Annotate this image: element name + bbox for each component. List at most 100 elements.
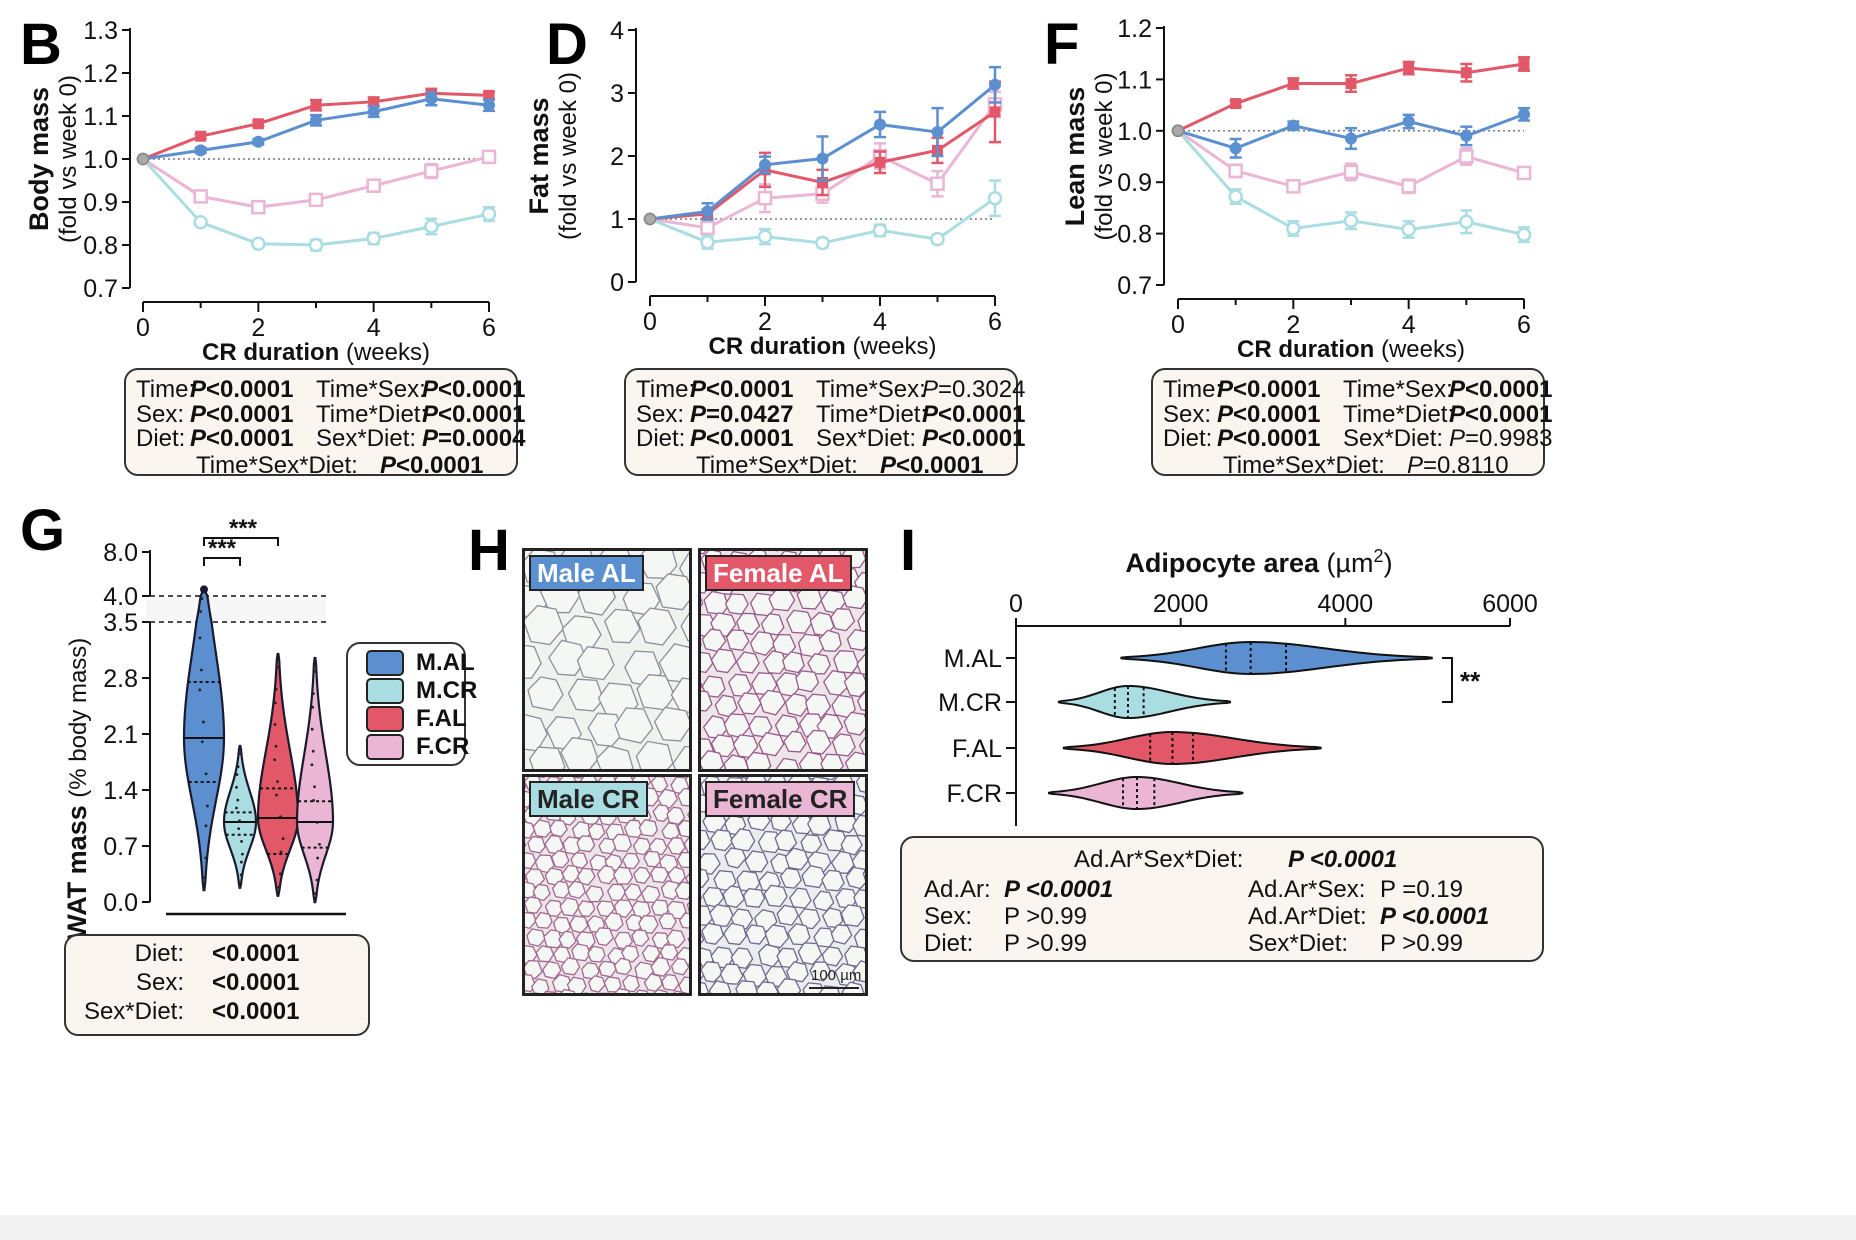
d-y-tick-label: 1 <box>610 206 624 234</box>
b-x-axis-label: CR duration (weeks) <box>202 339 430 366</box>
g-data-dot-f-cr <box>310 763 314 767</box>
f-y-tick-label: 1.0 <box>1117 118 1152 146</box>
d-point-f-al <box>817 176 828 188</box>
f-stat-p-symbol: P <box>1217 425 1234 452</box>
gwat-stats-box: Diet: <0.0001 Sex: <0.0001 Sex*Diet: <0.… <box>64 934 370 1036</box>
f-stat-p-symbol: P <box>1449 425 1466 452</box>
adipocyte-cell <box>641 944 661 963</box>
b-y-tick-label: 1.0 <box>83 146 118 174</box>
g-violin-m-cr <box>222 744 258 889</box>
f-x-tick-label: 2 <box>1286 311 1300 339</box>
g-data-dot-f-al <box>277 885 281 889</box>
b-y-axis-label-unit: (fold vs week 0) <box>55 75 82 243</box>
adipocyte-cell <box>868 552 869 575</box>
adipocyte-cell <box>786 609 813 634</box>
adipocyte-cell <box>855 777 865 793</box>
g-data-dot-f-al <box>275 793 278 797</box>
g-data-dot-m-cr <box>235 806 238 810</box>
adipocyte-cell <box>758 731 785 757</box>
g-data-dot-m-cr <box>238 819 241 823</box>
g-data-dot-f-al <box>276 780 279 783</box>
adipocyte-cell <box>801 864 827 889</box>
d-stat-p-symbol: P <box>922 425 939 452</box>
f-point-m-cr <box>1343 213 1359 228</box>
adipocyte-cell <box>866 909 868 930</box>
adipocyte-cell <box>843 671 865 698</box>
adipocyte-cell <box>820 753 845 769</box>
adipocyte-cell <box>621 974 640 993</box>
d-stat-three-way-number: <0.0001 <box>896 452 984 479</box>
adipocyte-cell <box>864 952 865 953</box>
d-y-tick-label: 2 <box>610 143 624 171</box>
adipocyte-cell <box>525 959 543 980</box>
adipocyte-cell <box>701 596 704 607</box>
b-point-f-al <box>195 130 207 142</box>
g-data-dot-f-al <box>279 850 283 854</box>
adipocyte-cell <box>653 988 668 993</box>
histology-female-al: Female AL <box>698 548 868 772</box>
i-group-label-f-al: F.AL <box>952 735 1002 763</box>
bottom-edge-shade <box>0 1215 1856 1240</box>
legend-item-f-cr: F.CR <box>366 732 469 762</box>
adipocyte-cell <box>650 866 669 884</box>
adipocyte-cell <box>821 869 845 892</box>
i-x-tick-label: 4000 <box>1318 590 1374 618</box>
b-x-axis-label-main: CR duration <box>202 339 346 366</box>
g-y-axis-label-unit: (% body mass) <box>65 638 92 798</box>
b-point-f-al <box>368 96 380 108</box>
adipocyte-cell <box>603 911 624 932</box>
histology-male-cr: Male CR <box>522 774 692 996</box>
d-point-m-cr <box>987 190 1003 206</box>
g-data-dot-f-cr <box>315 878 319 882</box>
d-stat-p-value: =0.3024 <box>938 376 1026 403</box>
group-legend: M.AL M.CR F.AL F.CR <box>346 642 477 766</box>
b-stat-p-symbol: P <box>422 425 439 452</box>
adipocyte-cell <box>786 961 809 983</box>
b-stat-three-way-label: Time*Sex*Diet: <box>196 452 358 479</box>
f-x-tick-label: 4 <box>1402 311 1416 339</box>
adipocyte-cell <box>763 884 788 908</box>
f-stat-label-b: Sex*Diet: <box>1343 425 1444 452</box>
adipocyte-cell <box>567 880 586 899</box>
adipocyte-cell <box>764 924 790 949</box>
adipocyte-cell <box>571 943 591 962</box>
b-baseline-point <box>136 152 150 166</box>
f-point-f-al <box>1518 58 1530 70</box>
adipo-stat-value-adar-text: P <0.0001 <box>1004 876 1114 903</box>
adipocyte-cell <box>613 899 634 919</box>
adipocyte-cell <box>844 751 865 769</box>
i-group-label-m-al: M.AL <box>944 645 1002 673</box>
adipocyte-cell <box>666 806 686 826</box>
adipocyte-cell <box>665 929 686 949</box>
g-data-dot-m-al <box>198 636 202 640</box>
adipocyte-cell <box>525 911 537 930</box>
b-y-tick-label: 1.1 <box>83 103 118 131</box>
adipocyte-cell <box>779 867 802 889</box>
adipocyte-cell <box>701 853 721 876</box>
histology-label-female-al: Female AL <box>705 555 852 591</box>
d-stat-p-value: =0.0427 <box>706 401 794 428</box>
adipocyte-cell <box>809 961 832 982</box>
adipocyte-cell <box>724 847 747 869</box>
g-data-dot-m-al <box>204 824 208 828</box>
g-data-dot-f-cr <box>311 692 315 696</box>
adipocyte-cell <box>680 612 689 642</box>
adipocyte-cell <box>638 818 659 837</box>
g-data-dot-f-al <box>273 758 277 762</box>
adipocyte-cell <box>691 583 692 621</box>
adipocyte-cell <box>805 729 832 755</box>
d-stat-p-value: <0.0001 <box>938 401 1026 428</box>
f-stat-p-value: <0.0001 <box>1465 376 1553 403</box>
adipocyte-cell <box>584 992 589 993</box>
g-y-axis-label: gWAT mass (% body mass) <box>62 638 92 957</box>
lean-mass-stats-box: Time: P<0.0001 Time*Sex: P<0.0001 Sex: P<0.00… <box>1151 368 1552 479</box>
adipocyte-cell <box>674 881 689 900</box>
adipocyte-cell <box>673 990 686 993</box>
adipocyte-cell <box>802 982 825 993</box>
b-x-tick-label: 6 <box>482 314 496 342</box>
g-data-dot-f-cr <box>318 843 321 846</box>
adipocyte-cell <box>685 873 689 886</box>
i-violin-m-al <box>1120 641 1433 675</box>
adipocyte-cell <box>531 978 550 993</box>
g-data-dot-m-al <box>200 740 204 744</box>
